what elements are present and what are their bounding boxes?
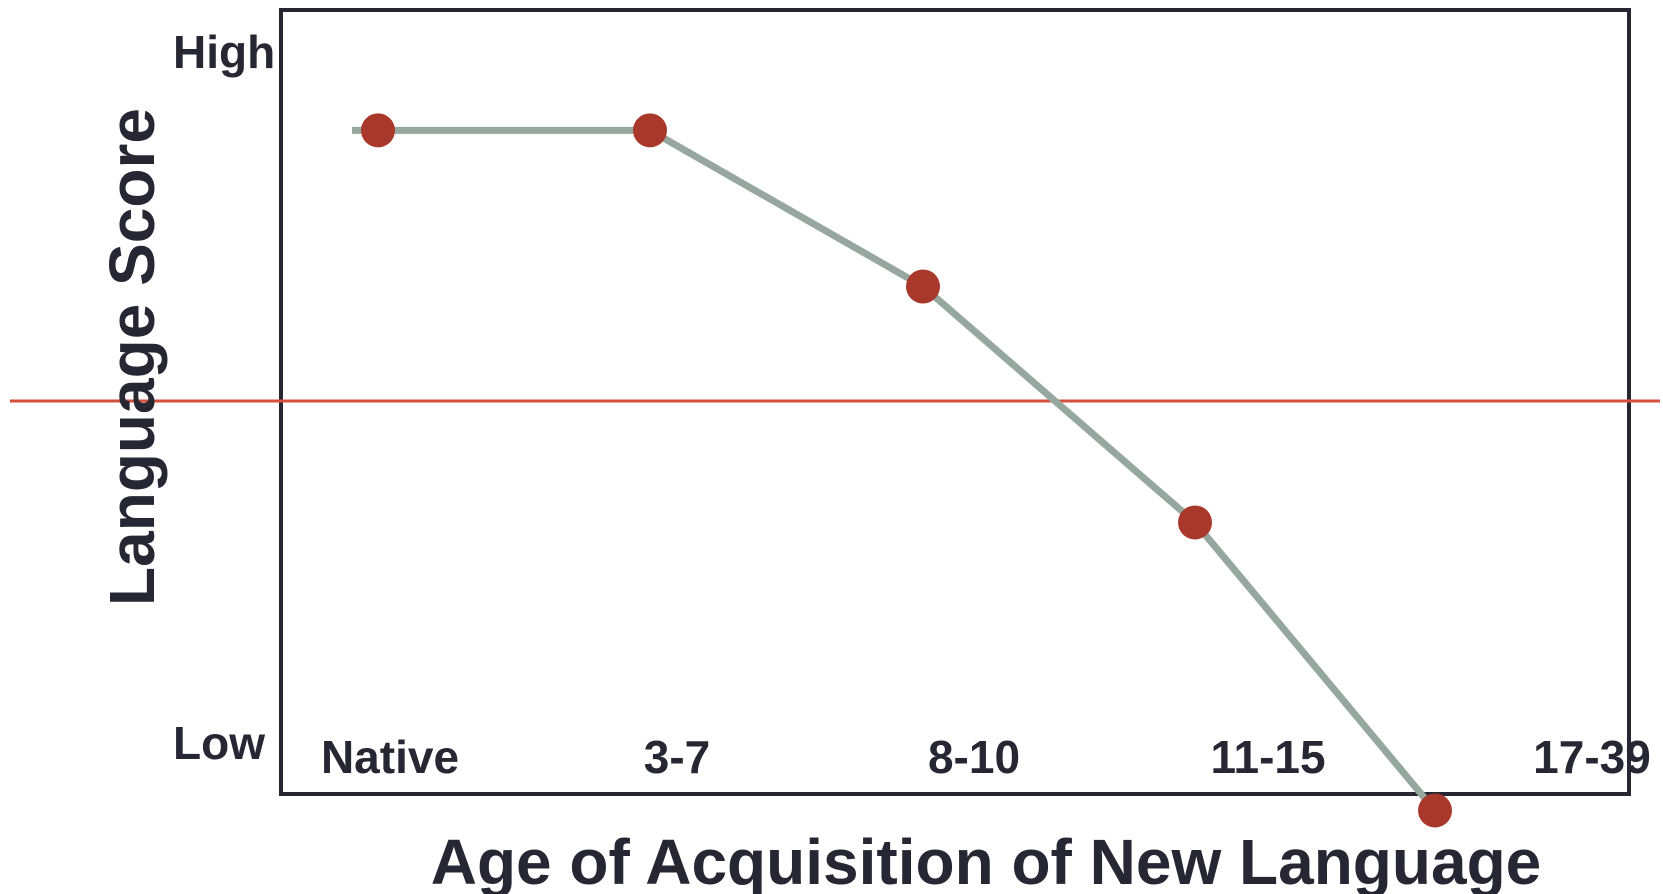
y-tick-low: Low bbox=[173, 717, 265, 769]
data-point bbox=[1178, 505, 1212, 540]
series-group bbox=[352, 113, 1452, 828]
series-line bbox=[352, 126, 1438, 813]
data-point bbox=[361, 113, 395, 148]
x-tick-label: 17-39 bbox=[1533, 731, 1651, 783]
x-tick-label: Native bbox=[321, 731, 459, 783]
data-point bbox=[906, 269, 940, 304]
y-axis-title: Language Score bbox=[96, 108, 168, 606]
x-tick-label: 3-7 bbox=[644, 731, 710, 783]
y-tick-high: High bbox=[173, 26, 275, 78]
data-point bbox=[1418, 793, 1452, 828]
x-axis-title: Age of Acquisition of New Language bbox=[431, 826, 1542, 894]
data-point bbox=[633, 113, 667, 148]
x-tick-labels: Native 3-7 8-10 11-15 17-39 bbox=[321, 731, 1651, 783]
x-tick-label: 8-10 bbox=[928, 731, 1020, 783]
x-tick-label: 11-15 bbox=[1210, 731, 1325, 783]
